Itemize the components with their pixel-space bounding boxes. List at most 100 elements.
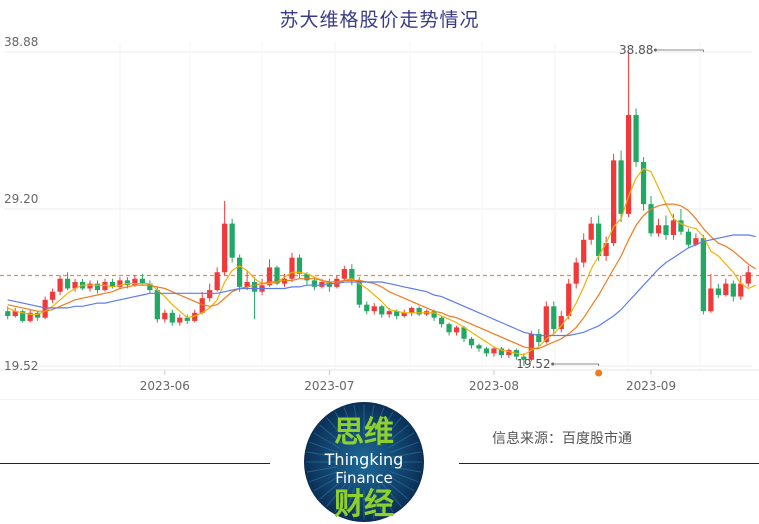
logo-ray — [326, 417, 347, 441]
min-marker — [595, 369, 603, 377]
logo-ray — [381, 483, 402, 507]
divider-left — [0, 463, 270, 464]
min-annotation-label: 19.52 — [516, 357, 550, 371]
logo-ray — [385, 424, 409, 445]
candle-up — [192, 312, 198, 321]
logo-line1: Thingking — [324, 450, 404, 469]
candle-up — [244, 281, 250, 287]
candle-down — [394, 311, 400, 317]
logo-ray — [390, 441, 419, 453]
logo-ray — [319, 424, 343, 445]
candle-down — [64, 278, 71, 289]
candle-down — [5, 311, 11, 317]
candle-up — [670, 220, 677, 235]
candle-down — [536, 333, 542, 342]
candle-down — [551, 306, 557, 330]
candle-up — [603, 243, 609, 257]
candle-down — [109, 281, 116, 287]
x-tick-label: 2023-07 — [304, 379, 354, 393]
candle-up — [401, 312, 407, 317]
candle-up — [625, 114, 632, 214]
x-tick-label: 2023-09 — [626, 379, 676, 393]
candle-up — [72, 281, 78, 289]
candle-down — [147, 283, 153, 291]
candle-up — [738, 283, 744, 297]
y-tick-label: 29.20 — [4, 192, 38, 206]
candle-up — [319, 281, 325, 287]
candle-down — [461, 327, 467, 339]
candle-up — [453, 327, 460, 333]
logo-ray — [334, 411, 351, 439]
candle-down — [678, 220, 684, 232]
candle-down — [476, 345, 482, 349]
candle-up — [27, 312, 33, 321]
candle-up — [611, 160, 617, 244]
candle-up — [558, 316, 564, 330]
candle-up — [581, 239, 587, 263]
candle-down — [349, 269, 355, 281]
candle-down — [618, 160, 624, 214]
candles — [5, 52, 751, 366]
candle-down — [438, 317, 445, 325]
ma10-line — [7, 203, 757, 350]
candle-down — [274, 267, 280, 284]
candle-up — [266, 267, 273, 286]
candle-down — [169, 312, 175, 323]
candle-up — [745, 272, 751, 284]
logo-ray — [368, 489, 375, 520]
candle-up — [543, 306, 549, 342]
divider-right — [459, 463, 759, 464]
logo-ray — [334, 485, 351, 513]
candle-up — [12, 311, 18, 317]
candle-down — [431, 311, 437, 318]
candle-down — [139, 278, 145, 284]
x-tick-label: 2023-06 — [140, 379, 190, 393]
candle-down — [237, 257, 243, 287]
candle-down — [229, 223, 235, 258]
candle-up — [87, 283, 93, 289]
logo-ray — [306, 451, 337, 458]
candle-down — [416, 307, 422, 315]
candle-up — [162, 312, 168, 320]
logo-ray — [353, 404, 360, 435]
candle-up — [693, 238, 699, 245]
candle-up — [132, 278, 138, 286]
logo-ray — [343, 488, 355, 517]
logo-ray — [309, 441, 338, 453]
candle-up — [573, 262, 579, 284]
logo-ray — [387, 432, 415, 449]
candle-up — [102, 281, 108, 291]
candle-up — [386, 311, 392, 315]
candle-down — [364, 304, 370, 312]
y-axis-labels: 19.52 29.20 38.88 — [4, 35, 38, 373]
logo-circle — [304, 402, 424, 522]
candle-down — [311, 280, 318, 287]
logo-line2: Finance — [335, 469, 392, 487]
candle-down — [124, 280, 131, 286]
candle-down — [468, 338, 475, 346]
logo-ray — [391, 451, 422, 458]
candle-up — [42, 299, 48, 318]
candle-up — [334, 278, 340, 287]
candle-down — [251, 281, 258, 292]
logo-ray — [381, 417, 402, 441]
candle-up — [177, 317, 183, 323]
candle-up — [491, 348, 497, 354]
candle-up — [117, 280, 123, 287]
candle-down — [483, 348, 490, 354]
chart-title: 苏大维格股价走势情况 — [279, 9, 480, 31]
logo-ray — [391, 466, 422, 473]
candle-down — [685, 231, 692, 245]
candle-up — [207, 290, 213, 299]
candle-up — [506, 350, 512, 355]
candle-down — [94, 283, 101, 291]
candle-down — [596, 223, 602, 257]
candle-down — [648, 204, 654, 234]
candle-down — [356, 280, 362, 305]
logo-ray — [343, 407, 355, 436]
candle-up — [566, 283, 572, 317]
candle-up — [222, 223, 228, 273]
logo-ray — [385, 479, 409, 500]
ma5-line — [7, 167, 756, 356]
min-annotation-leader — [552, 363, 600, 366]
